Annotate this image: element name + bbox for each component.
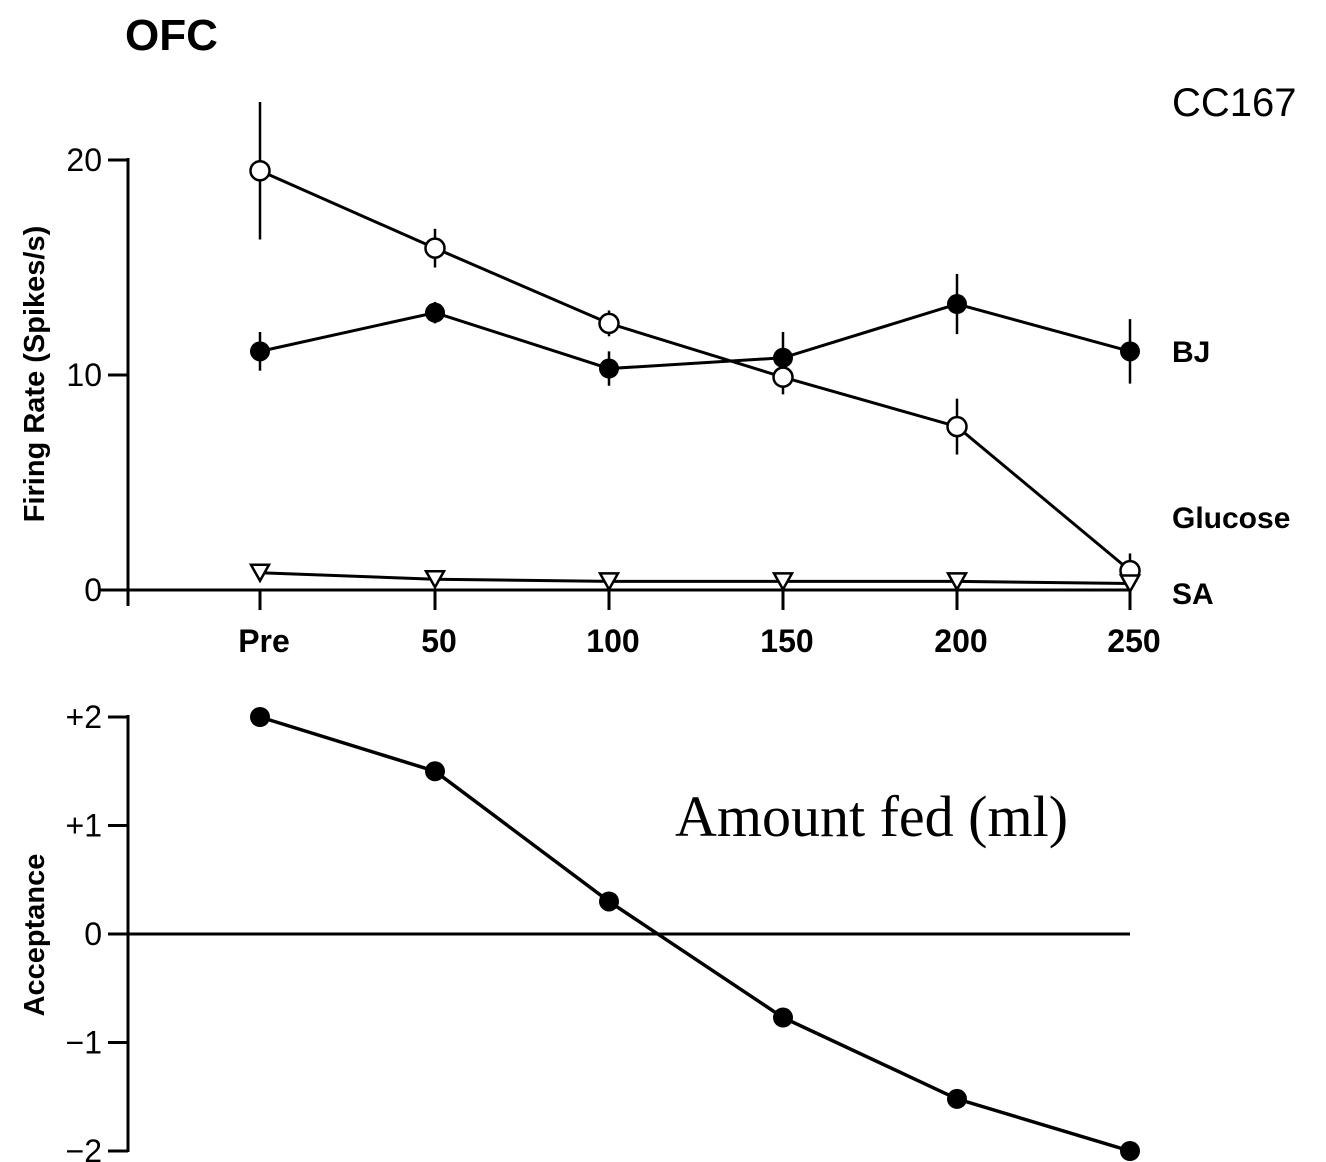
data-point (1120, 341, 1140, 362)
data-point (425, 761, 445, 782)
series-acceptance (250, 707, 1140, 1161)
data-point (947, 294, 967, 315)
data-point (1118, 574, 1142, 595)
series-label-glucose: Glucose (1172, 502, 1290, 535)
y-tick-label: 0 (84, 916, 102, 952)
y-tick-label: 20 (66, 142, 102, 178)
x-axis-title: Amount fed (ml) (675, 784, 1068, 849)
data-point (598, 312, 620, 335)
firing-series (248, 101, 1142, 595)
cell-label: CC167 (1172, 81, 1297, 125)
data-point (599, 891, 619, 912)
series-glucose (249, 101, 1141, 588)
data-point (771, 572, 795, 592)
series-line-sa (259, 571, 1131, 586)
y-tick-label: −1 (66, 1025, 102, 1061)
data-point (248, 563, 272, 584)
data-point (773, 1007, 793, 1028)
y-tick-label: +2 (66, 699, 102, 735)
y-tick-label: 0 (84, 572, 102, 608)
data-point (597, 572, 621, 592)
y-tick-label: 10 (66, 357, 102, 393)
data-point (945, 572, 969, 592)
x-tick-label: 150 (760, 623, 813, 659)
series-bj (250, 273, 1140, 386)
data-point (772, 366, 794, 388)
firing-y-ticks: 0 10 20 (66, 142, 128, 608)
firing-rate-panel: Firing Rate (Spikes/s) 0 10 20 Pre 50 100 150… (19, 101, 1290, 659)
data-point (249, 160, 271, 182)
firing-x-ticks: Pre 50 100 150 200 250 (238, 590, 1161, 659)
data-point (946, 415, 968, 438)
series-line-bj (259, 302, 1131, 371)
acceptance-y-axis-label: Acceptance (19, 854, 51, 1017)
x-tick-label: 50 (421, 623, 457, 659)
data-point (1120, 1141, 1140, 1161)
acceptance-y-ticks: −2 −1 0 +1 +2 (66, 699, 128, 1162)
data-point (424, 237, 446, 259)
x-tick-label: 200 (934, 623, 987, 659)
y-tick-label: −2 (66, 1133, 102, 1162)
data-point (773, 347, 793, 368)
acceptance-panel: Acceptance −2 −1 0 +1 +2 (19, 699, 1140, 1162)
region-label: OFC (125, 11, 218, 60)
data-point (250, 341, 270, 362)
firing-y-axis-label: Firing Rate (Spikes/s) (19, 226, 51, 523)
series-label-sa: SA (1172, 578, 1214, 611)
data-point (947, 1088, 967, 1109)
data-point (599, 358, 619, 379)
data-point (423, 570, 447, 590)
x-tick-label: Pre (238, 623, 290, 659)
series-line-acceptance (259, 715, 1131, 1153)
data-point (250, 707, 270, 727)
acceptance-series (250, 707, 1140, 1161)
series-line-glucose (259, 169, 1131, 572)
x-tick-label: 250 (1107, 623, 1160, 659)
series-label-bj: BJ (1172, 336, 1210, 369)
x-tick-label: 100 (586, 623, 639, 659)
y-tick-label: +1 (66, 808, 102, 844)
data-point (425, 302, 445, 323)
series-sa (248, 563, 1142, 595)
